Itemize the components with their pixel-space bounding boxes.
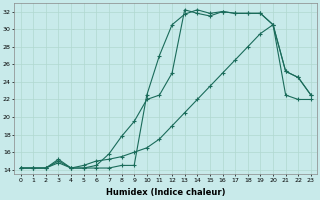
X-axis label: Humidex (Indice chaleur): Humidex (Indice chaleur) — [106, 188, 226, 197]
